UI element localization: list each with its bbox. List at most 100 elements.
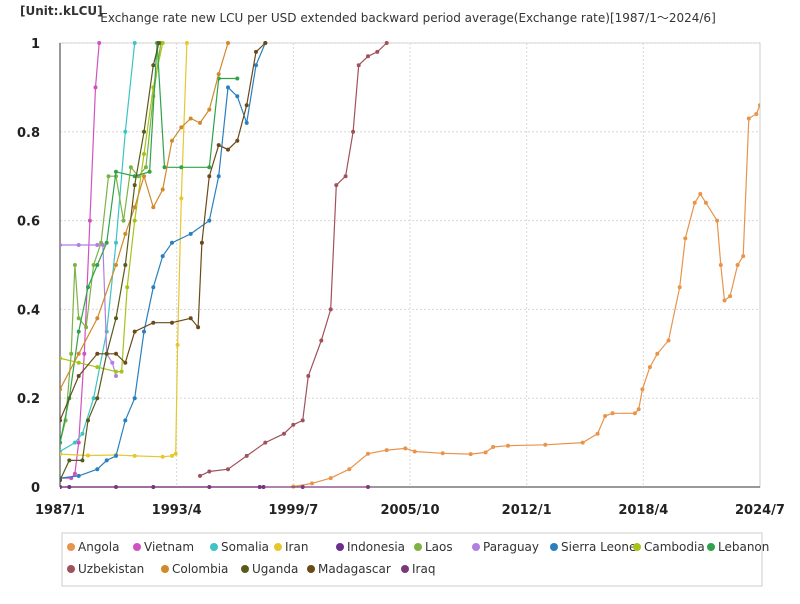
data-point-cambodia bbox=[114, 369, 118, 374]
data-point-colombia bbox=[60, 387, 62, 392]
data-point-lebanon bbox=[235, 76, 240, 81]
legend-label: Cambodia bbox=[644, 540, 705, 554]
legend-marker bbox=[707, 543, 715, 551]
data-point-iraq bbox=[366, 485, 370, 489]
data-point-uzbekistan bbox=[306, 374, 311, 378]
data-point-cambodia bbox=[125, 285, 130, 290]
data-point-angola bbox=[412, 449, 417, 454]
data-point-uzbekistan bbox=[366, 54, 370, 59]
legend-item-indonesia: Indonesia bbox=[336, 540, 405, 554]
data-point-madagascar bbox=[254, 49, 258, 54]
data-point-angola bbox=[440, 451, 445, 456]
y-tick-label: 0.2 bbox=[17, 392, 40, 407]
data-point-cambodia bbox=[119, 369, 124, 374]
data-point-uzbekistan bbox=[384, 41, 389, 45]
legend-marker bbox=[210, 543, 218, 551]
data-point-sierra-leone bbox=[170, 240, 174, 245]
data-point-cambodia bbox=[160, 41, 165, 45]
series-line-laos bbox=[60, 42, 162, 443]
data-point-uzbekistan bbox=[351, 129, 356, 134]
data-point-angola bbox=[703, 200, 708, 205]
data-point-angola bbox=[384, 448, 389, 453]
legend-label: Paraguay bbox=[483, 540, 539, 554]
legend-marker bbox=[633, 543, 641, 551]
data-point-madagascar bbox=[114, 351, 118, 356]
data-point-sierra-leone bbox=[142, 329, 146, 334]
data-point-uganda bbox=[114, 316, 118, 321]
data-point-colombia bbox=[76, 351, 81, 356]
x-tick-label: 2012/1 bbox=[502, 503, 552, 518]
data-point-uganda bbox=[151, 63, 156, 68]
data-point-somalia bbox=[132, 41, 137, 45]
series-layer bbox=[60, 41, 760, 489]
legend-item-lebanon: Lebanon bbox=[707, 540, 769, 554]
data-point-angola bbox=[491, 445, 496, 449]
data-point-iraq bbox=[300, 485, 305, 489]
legend-marker bbox=[241, 565, 249, 573]
data-point-angola bbox=[506, 443, 510, 448]
legend-marker bbox=[67, 565, 75, 573]
data-point-angola bbox=[746, 116, 751, 121]
legend-item-cambodia: Cambodia bbox=[633, 540, 705, 554]
data-point-somalia bbox=[80, 431, 85, 436]
data-point-uzbekistan bbox=[328, 307, 333, 312]
data-point-angola bbox=[692, 200, 697, 205]
legend-marker bbox=[307, 565, 315, 573]
legend-item-iraq: Iraq bbox=[401, 562, 435, 576]
data-point-angola bbox=[483, 450, 488, 455]
legend-marker bbox=[67, 543, 75, 551]
legend-label: Somalia bbox=[221, 540, 269, 554]
data-point-angola bbox=[403, 446, 408, 451]
legend-item-somalia: Somalia bbox=[210, 540, 269, 554]
data-point-lebanon bbox=[60, 440, 62, 445]
data-point-lebanon bbox=[207, 165, 212, 170]
data-point-angola bbox=[758, 103, 760, 108]
data-point-sierra-leone bbox=[123, 418, 128, 423]
data-point-paraguay bbox=[100, 243, 105, 247]
data-point-angola bbox=[722, 298, 727, 303]
data-point-laos bbox=[72, 263, 77, 267]
data-point-sierra-leone bbox=[95, 467, 100, 472]
series-sierra-leone bbox=[60, 41, 268, 481]
data-point-vietnam bbox=[82, 351, 87, 356]
data-point-paraguay bbox=[114, 374, 118, 378]
y-tick-label: 0 bbox=[31, 481, 40, 496]
data-point-sierra-leone bbox=[160, 254, 165, 259]
data-point-madagascar bbox=[235, 138, 240, 143]
data-point-iran bbox=[170, 453, 174, 458]
data-point-uganda bbox=[132, 183, 137, 188]
data-point-iran bbox=[160, 454, 165, 459]
data-point-lebanon bbox=[179, 165, 184, 170]
chart-title: Exchange rate new LCU per USD extended b… bbox=[100, 11, 716, 25]
data-point-laos bbox=[106, 174, 111, 179]
axis-layer: 0 0.2 0.4 0.6 0.8 1 1987/1 1993/4 1999/7 2005/10 2… bbox=[17, 37, 785, 518]
data-point-uganda bbox=[95, 396, 100, 401]
data-point-cambodia bbox=[142, 152, 146, 156]
data-point-uzbekistan bbox=[300, 418, 305, 423]
series-line-colombia bbox=[60, 42, 229, 390]
x-tick-label: 1987/1 bbox=[35, 503, 85, 518]
data-point-angola bbox=[640, 387, 645, 392]
data-point-colombia bbox=[123, 231, 128, 236]
legend-marker bbox=[336, 543, 344, 551]
data-point-uganda bbox=[67, 458, 72, 463]
data-point-paraguay bbox=[95, 243, 100, 247]
legend-marker bbox=[401, 565, 409, 573]
data-point-cambodia bbox=[76, 360, 81, 365]
legend-item-madagascar: Madagascar bbox=[307, 562, 391, 576]
data-point-iran bbox=[86, 453, 90, 458]
legend-item-uzbekistan: Uzbekistan bbox=[67, 562, 144, 576]
data-point-sierra-leone bbox=[188, 231, 193, 236]
x-tick-label: 2005/10 bbox=[380, 503, 439, 518]
legend-label: Angola bbox=[78, 540, 119, 554]
x-tick-label: 2024/7 bbox=[735, 503, 785, 518]
data-point-lebanon bbox=[86, 285, 90, 290]
legend-label: Vietnam bbox=[144, 540, 194, 554]
data-point-uzbekistan bbox=[356, 63, 361, 68]
data-point-colombia bbox=[170, 138, 174, 143]
series-angola bbox=[291, 103, 760, 489]
data-point-colombia bbox=[226, 41, 230, 45]
series-line-madagascar bbox=[60, 42, 266, 421]
legend-label: Iran bbox=[285, 540, 308, 554]
